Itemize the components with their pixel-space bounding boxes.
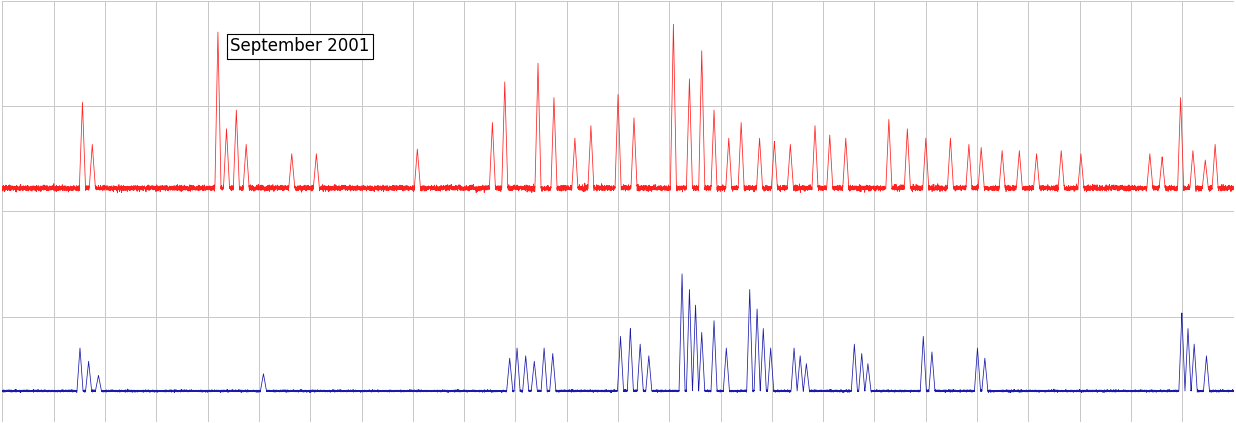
Text: September 2001: September 2001 — [230, 37, 370, 55]
